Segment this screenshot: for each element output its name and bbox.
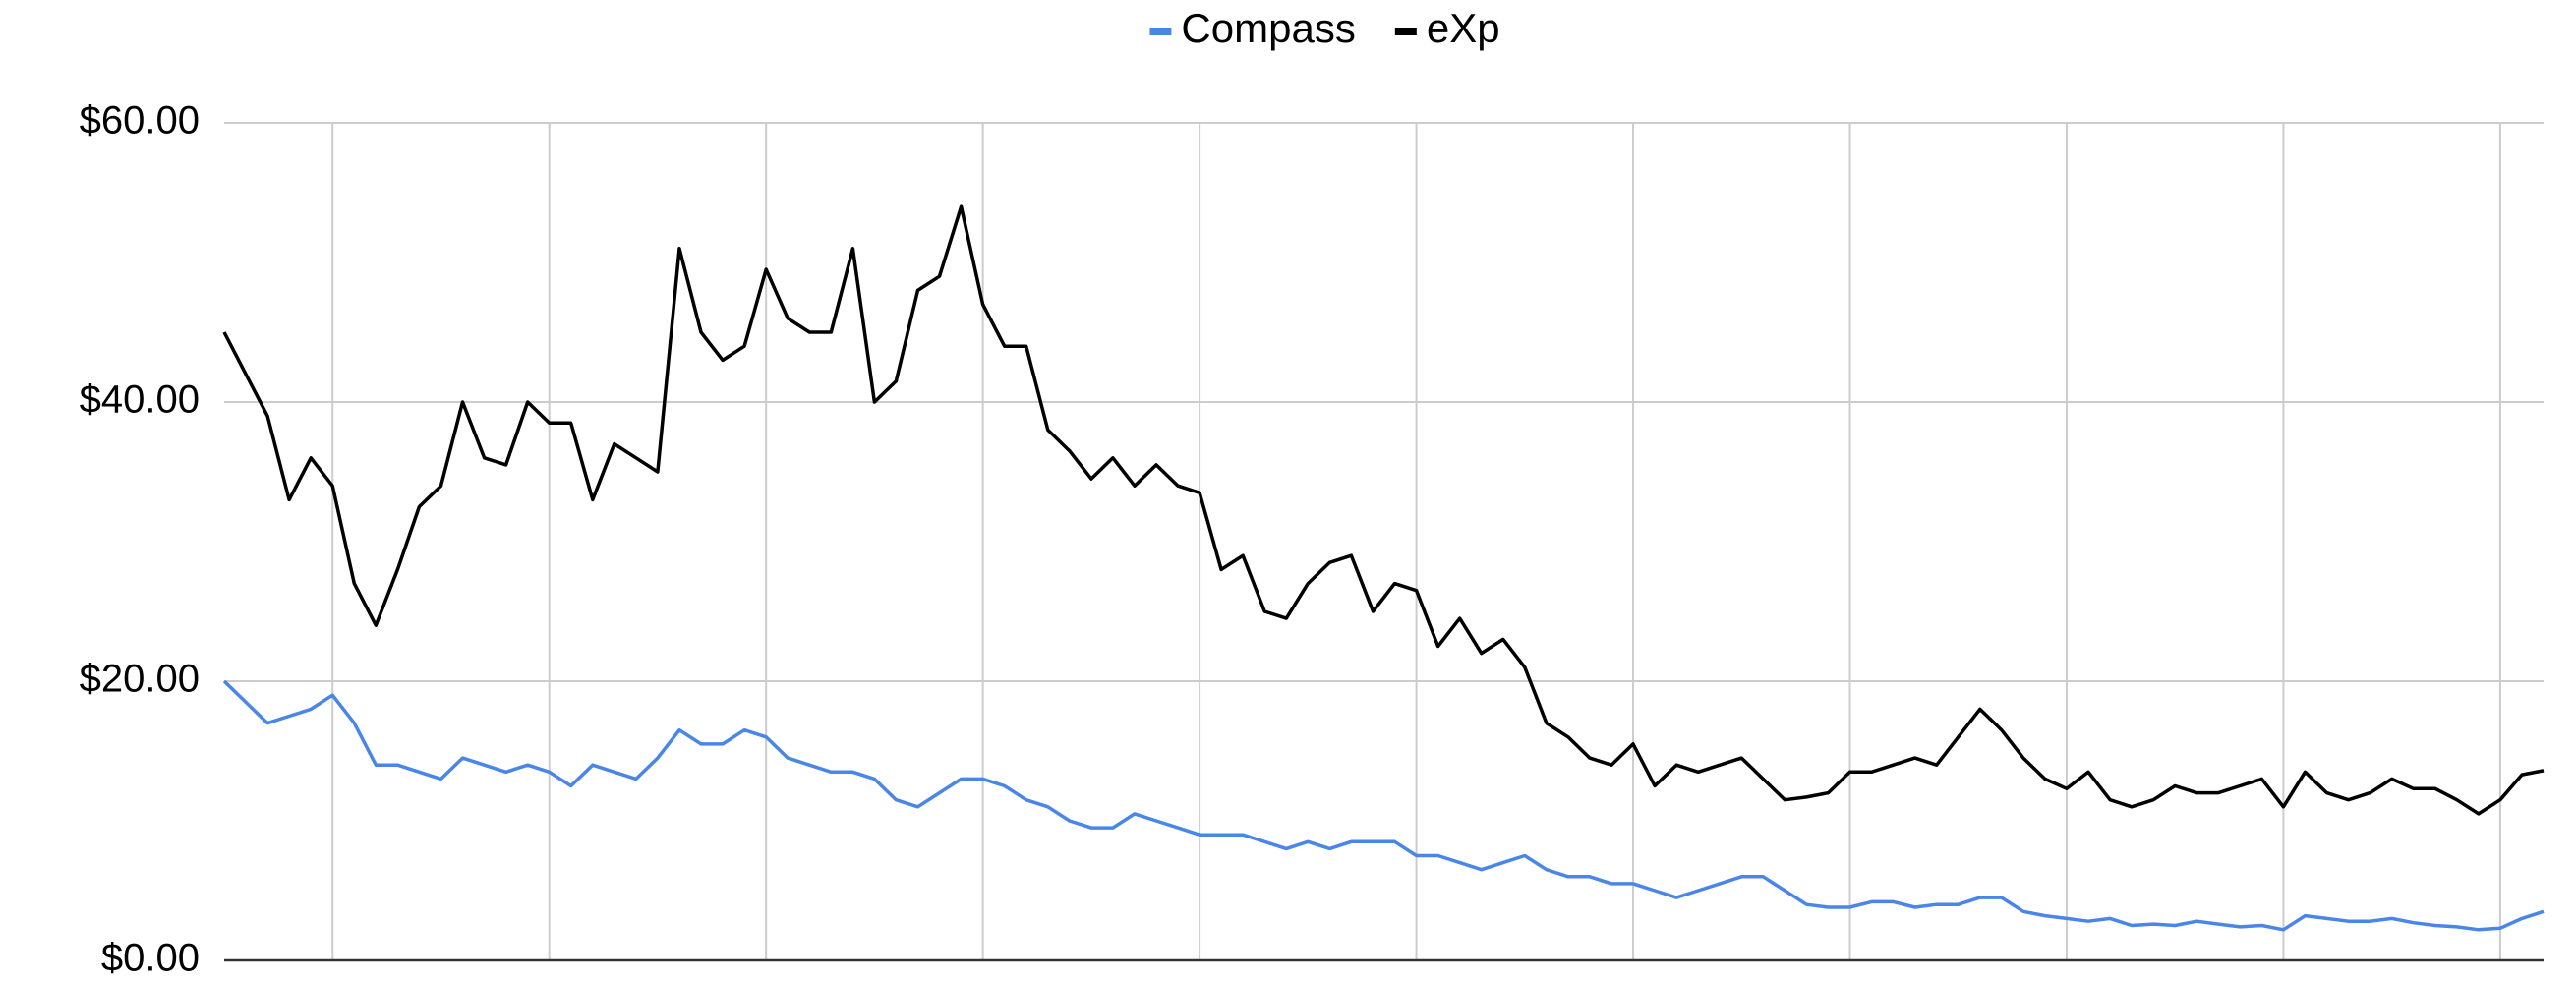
series-line [222,204,2545,816]
legend: Compass eXp [1149,5,1500,51]
legend-label: eXp [1427,5,1500,51]
y-tick-label: $60.00 [80,99,200,143]
series-line [222,679,2545,932]
legend-marker [1394,28,1417,35]
y-tick-label: $40.00 [80,378,200,422]
y-tick-label: $0.00 [101,937,200,980]
legend-label: Compass [1181,5,1355,51]
legend-marker [1149,28,1172,35]
y-tick-label: $20.00 [80,658,200,701]
